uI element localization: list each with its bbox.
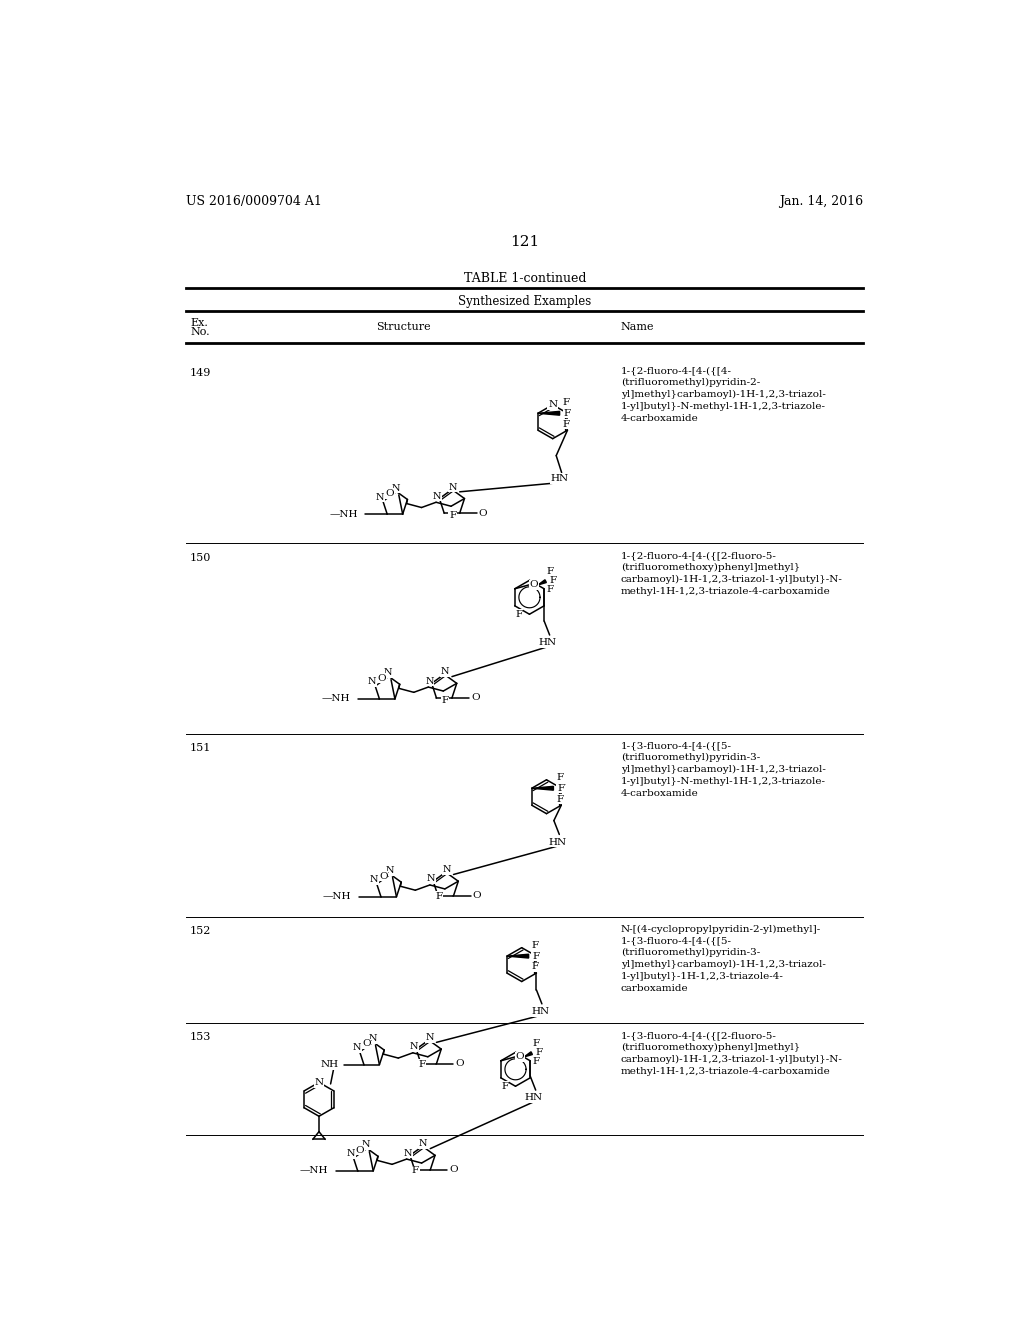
Text: N: N: [425, 677, 433, 685]
Text: 150: 150: [190, 553, 211, 562]
Text: F: F: [418, 1060, 425, 1069]
Text: 121: 121: [510, 235, 540, 249]
Text: O: O: [379, 871, 388, 880]
Text: 1-{3-fluoro-4-[4-({[2-fluoro-5-
(trifluoromethoxy)phenyl]methyl}
carbamoyl)-1H-1: 1-{3-fluoro-4-[4-({[2-fluoro-5- (trifluo…: [621, 1031, 843, 1076]
Text: F: F: [532, 952, 540, 961]
Text: N: N: [442, 866, 451, 874]
Text: 152: 152: [190, 927, 211, 936]
Polygon shape: [507, 954, 528, 958]
Text: —NH: —NH: [300, 1167, 329, 1175]
Text: N: N: [440, 668, 450, 676]
Text: F: F: [556, 774, 563, 781]
Text: F: F: [450, 511, 456, 520]
Text: —NH: —NH: [330, 510, 357, 519]
Text: N: N: [557, 784, 566, 793]
Text: N: N: [384, 668, 392, 677]
Text: N: N: [531, 952, 541, 961]
Text: 153: 153: [190, 1032, 211, 1043]
Text: HN: HN: [531, 1007, 549, 1016]
Text: Structure: Structure: [376, 322, 430, 333]
Text: N: N: [362, 1140, 371, 1150]
Text: Jan. 14, 2016: Jan. 14, 2016: [779, 195, 863, 209]
Text: F: F: [441, 696, 449, 705]
Text: N: N: [370, 875, 378, 884]
Text: N: N: [314, 1078, 324, 1086]
Text: F: F: [501, 1082, 508, 1090]
Text: F: F: [532, 1039, 540, 1048]
Text: N: N: [385, 866, 394, 875]
Text: F: F: [532, 1057, 540, 1067]
Polygon shape: [538, 579, 547, 585]
Text: N: N: [352, 1043, 361, 1052]
Text: 149: 149: [190, 368, 211, 378]
Text: TABLE 1-continued: TABLE 1-continued: [464, 272, 586, 285]
Text: 1-{2-fluoro-4-[4-({[4-
(trifluoromethyl)pyridin-2-
yl]methyl}carbamoyl)-1H-1,2,3: 1-{2-fluoro-4-[4-({[4- (trifluoromethyl)…: [621, 367, 826, 422]
Text: N: N: [427, 874, 435, 883]
Text: F: F: [564, 409, 571, 417]
Text: F: F: [547, 585, 554, 594]
Text: 151: 151: [190, 743, 211, 752]
Text: N: N: [548, 400, 557, 409]
Text: O: O: [378, 673, 386, 682]
Text: HN: HN: [549, 838, 566, 846]
Text: N: N: [391, 483, 400, 492]
Text: Synthesized Examples: Synthesized Examples: [458, 296, 592, 309]
Text: Ex.: Ex.: [190, 318, 208, 327]
Text: N: N: [410, 1043, 418, 1051]
Text: Name: Name: [621, 322, 654, 333]
Text: F: F: [562, 420, 569, 429]
Text: 1-{2-fluoro-4-[4-({[2-fluoro-5-
(trifluoromethoxy)phenyl]methyl}
carbamoyl)-1H-1: 1-{2-fluoro-4-[4-({[2-fluoro-5- (trifluo…: [621, 552, 843, 595]
Text: N: N: [376, 492, 384, 502]
Text: F: F: [531, 941, 539, 950]
Text: O: O: [361, 1039, 371, 1048]
Text: O: O: [478, 508, 487, 517]
Text: O: O: [516, 1052, 524, 1061]
Text: N: N: [403, 1148, 412, 1158]
Text: O: O: [355, 1146, 365, 1155]
Text: NH: NH: [321, 1060, 338, 1069]
Text: N: N: [346, 1150, 355, 1159]
Text: N: N: [368, 677, 377, 686]
Text: N: N: [369, 1034, 377, 1043]
Text: F: F: [412, 1167, 419, 1175]
Text: HN: HN: [525, 1093, 543, 1102]
Text: N: N: [433, 492, 441, 500]
Text: O: O: [529, 581, 539, 590]
Polygon shape: [538, 412, 560, 416]
Text: F: F: [547, 566, 554, 576]
Text: F: F: [558, 784, 565, 793]
Text: F: F: [562, 399, 569, 407]
Text: —NH: —NH: [322, 694, 350, 704]
Text: O: O: [471, 693, 479, 702]
Text: N: N: [425, 1034, 434, 1043]
Text: N: N: [419, 1139, 428, 1148]
Text: No.: No.: [190, 327, 210, 337]
Text: F: F: [536, 1048, 543, 1057]
Text: HN: HN: [551, 474, 569, 483]
Text: F: F: [549, 576, 556, 585]
Text: US 2016/0009704 A1: US 2016/0009704 A1: [186, 195, 322, 209]
Text: O: O: [472, 891, 481, 900]
Text: HN: HN: [539, 639, 557, 647]
Text: N: N: [449, 483, 457, 491]
Text: —NH: —NH: [323, 892, 351, 902]
Text: O: O: [385, 488, 394, 498]
Text: F: F: [556, 795, 563, 804]
Text: F: F: [531, 962, 539, 972]
Polygon shape: [531, 787, 553, 791]
Text: 1-{3-fluoro-4-[4-({[5-
(trifluoromethyl)pyridin-3-
yl]methyl}carbamoyl)-1H-1,2,3: 1-{3-fluoro-4-[4-({[5- (trifluoromethyl)…: [621, 742, 826, 797]
Text: F: F: [435, 892, 442, 902]
Polygon shape: [524, 1052, 532, 1057]
Text: F: F: [515, 610, 522, 619]
Text: N-[(4-cyclopropylpyridin-2-yl)methyl]-
1-{3-fluoro-4-[4-({[5-
(trifluoromethyl)p: N-[(4-cyclopropylpyridin-2-yl)methyl]- 1…: [621, 924, 825, 993]
Text: O: O: [456, 1059, 464, 1068]
Text: O: O: [450, 1166, 458, 1175]
